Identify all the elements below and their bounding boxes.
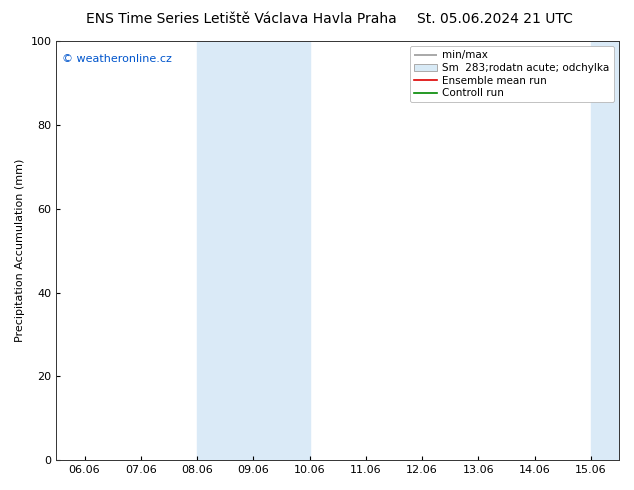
Y-axis label: Precipitation Accumulation (mm): Precipitation Accumulation (mm) — [15, 159, 25, 343]
Text: ENS Time Series Letiště Václava Havla Praha: ENS Time Series Letiště Václava Havla Pr… — [86, 12, 396, 26]
Bar — [197, 41, 309, 460]
Legend: min/max, Sm  283;rodatn acute; odchylka, Ensemble mean run, Controll run: min/max, Sm 283;rodatn acute; odchylka, … — [410, 46, 614, 102]
Text: St. 05.06.2024 21 UTC: St. 05.06.2024 21 UTC — [417, 12, 573, 26]
Text: © weatheronline.cz: © weatheronline.cz — [62, 53, 172, 64]
Bar — [591, 41, 619, 460]
